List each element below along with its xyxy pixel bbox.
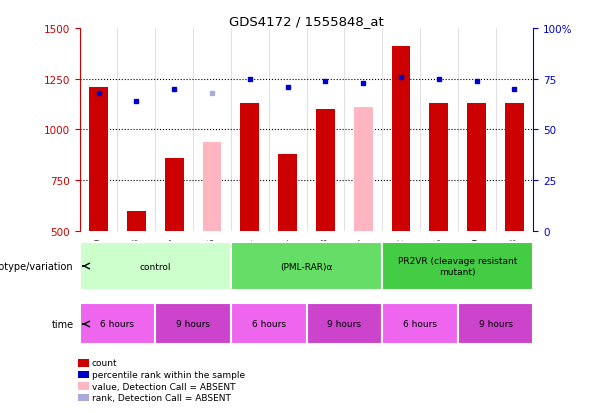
Text: (PML-RAR)α: (PML-RAR)α: [280, 262, 333, 271]
Text: count: count: [92, 358, 118, 368]
Text: PR2VR (cleavage resistant
mutant): PR2VR (cleavage resistant mutant): [398, 257, 517, 276]
Bar: [382, 242, 533, 291]
Bar: [458, 304, 533, 344]
Text: value, Detection Call = ABSENT: value, Detection Call = ABSENT: [92, 382, 235, 391]
Bar: [80, 304, 155, 344]
Bar: [80, 242, 231, 291]
Bar: [354, 108, 373, 231]
Bar: [467, 104, 486, 231]
Text: 9 hours: 9 hours: [327, 320, 361, 329]
Text: percentile rank within the sample: percentile rank within the sample: [92, 370, 245, 379]
Bar: [392, 47, 411, 231]
Bar: [316, 110, 335, 231]
Bar: [89, 88, 108, 231]
Text: time: time: [51, 319, 74, 329]
Text: control: control: [140, 262, 171, 271]
Bar: [127, 211, 146, 231]
Text: genotype/variation: genotype/variation: [0, 261, 74, 271]
Bar: [429, 104, 448, 231]
Title: GDS4172 / 1555848_at: GDS4172 / 1555848_at: [229, 15, 384, 28]
Bar: [202, 142, 221, 231]
Bar: [278, 154, 297, 231]
Bar: [240, 104, 259, 231]
Bar: [165, 159, 184, 231]
Bar: [155, 304, 231, 344]
Text: 9 hours: 9 hours: [479, 320, 512, 329]
Text: 6 hours: 6 hours: [252, 320, 286, 329]
Text: rank, Detection Call = ABSENT: rank, Detection Call = ABSENT: [92, 393, 231, 402]
Text: 6 hours: 6 hours: [403, 320, 437, 329]
Bar: [505, 104, 524, 231]
Text: 9 hours: 9 hours: [176, 320, 210, 329]
Text: 6 hours: 6 hours: [101, 320, 134, 329]
Bar: [306, 304, 382, 344]
Bar: [382, 304, 458, 344]
Bar: [231, 304, 306, 344]
Bar: [231, 242, 382, 291]
